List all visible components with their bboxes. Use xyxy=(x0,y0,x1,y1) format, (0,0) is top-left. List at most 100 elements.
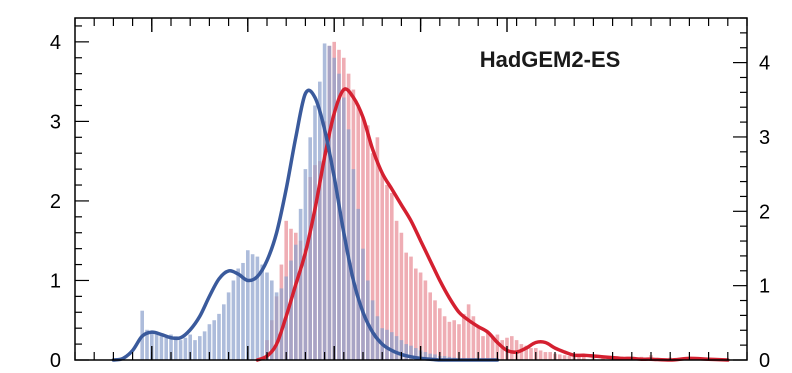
y-left-tick-label: 3 xyxy=(50,111,61,133)
blue-bar xyxy=(332,57,336,361)
blue-bar xyxy=(337,73,341,361)
red-bar xyxy=(399,232,404,360)
blue-bar xyxy=(394,336,399,360)
blue-bar xyxy=(270,280,274,360)
blue-bar xyxy=(217,313,221,360)
y-left-tick-label: 1 xyxy=(50,270,61,292)
y-right-tick-label: 4 xyxy=(759,53,770,75)
red-bar xyxy=(409,256,413,360)
blue-bar xyxy=(198,336,202,360)
blue-bar xyxy=(265,272,269,360)
red-bar xyxy=(514,340,519,360)
red-bar xyxy=(423,280,428,360)
blue-bar xyxy=(442,356,447,360)
y-right-tick-label: 3 xyxy=(759,127,770,149)
blue-bar xyxy=(423,352,428,360)
red-bar xyxy=(490,336,495,360)
red-bar xyxy=(582,356,586,360)
red-bar xyxy=(457,324,461,360)
plot-frame xyxy=(74,17,748,361)
red-kde-line xyxy=(255,87,730,362)
red-bar xyxy=(404,252,408,360)
red-bar xyxy=(500,340,504,360)
blue-bar xyxy=(193,340,197,360)
blue-bar xyxy=(178,340,183,360)
red-bar xyxy=(558,354,562,360)
y-left-tick-label: 4 xyxy=(50,32,61,54)
blue-bar xyxy=(428,353,432,360)
blue-bar xyxy=(169,334,173,360)
blue-bar xyxy=(274,292,279,360)
red-bar xyxy=(433,300,437,360)
blue-bar xyxy=(250,254,255,360)
blue-bar xyxy=(231,280,236,360)
red-bar xyxy=(543,352,548,360)
blue-bar xyxy=(202,331,207,360)
red-bar xyxy=(529,348,533,360)
blue-bar xyxy=(145,329,149,360)
blue-bar xyxy=(241,262,245,360)
blue-bar xyxy=(385,329,389,360)
red-bar xyxy=(567,356,572,360)
red-bar xyxy=(481,336,485,360)
red-bar xyxy=(495,334,500,360)
ticks xyxy=(74,17,748,361)
red-bar xyxy=(486,332,490,360)
blue-bar xyxy=(255,256,260,360)
blue-bar xyxy=(289,260,293,360)
red-bar xyxy=(466,304,471,360)
y-right-tick-label: 0 xyxy=(759,350,770,372)
red-bar xyxy=(366,125,370,361)
y-left-tick-label: 0 xyxy=(50,350,61,372)
y-right-tick-label: 1 xyxy=(759,276,770,298)
blue-bar xyxy=(174,336,178,360)
red-bar xyxy=(418,272,423,360)
blue-bar xyxy=(154,334,159,360)
y-left-tick-label: 2 xyxy=(50,191,61,213)
red-bar xyxy=(361,117,365,360)
blue-bar xyxy=(351,169,356,360)
blue-bar xyxy=(346,129,351,360)
blue-bar xyxy=(433,354,437,360)
red-bar xyxy=(476,326,480,360)
red-density-curve xyxy=(255,87,730,362)
y-right-tick-label: 2 xyxy=(759,201,770,223)
blue-bar xyxy=(159,336,164,360)
tick-labels: 0 1 2 3 4 0 1 2 3 4 xyxy=(50,32,770,372)
red-bar xyxy=(452,320,456,360)
red-bar xyxy=(471,316,476,360)
blue-bar xyxy=(246,250,250,360)
red-bar xyxy=(380,173,384,360)
red-bar xyxy=(442,316,447,360)
red-bar xyxy=(510,336,514,360)
blue-bar xyxy=(356,208,360,360)
blue-bar xyxy=(399,340,404,360)
blue-bar xyxy=(303,169,308,360)
blue-bar xyxy=(294,244,298,360)
blue-bar xyxy=(222,304,226,360)
blue-bar xyxy=(318,81,322,360)
red-bar xyxy=(375,137,380,360)
blue-bar xyxy=(414,348,418,360)
blue-bar xyxy=(404,344,408,360)
red-bar xyxy=(538,350,543,360)
blue-kde-line xyxy=(111,88,500,362)
blue-bar xyxy=(298,208,303,360)
red-bar xyxy=(548,352,552,360)
blue-bar xyxy=(164,337,168,360)
blue-density-curve xyxy=(111,88,500,362)
red-bar xyxy=(428,292,432,360)
red-bar xyxy=(462,313,466,360)
blue-bar xyxy=(361,248,365,360)
blue-bar xyxy=(279,288,284,360)
blue-bar xyxy=(327,45,332,361)
chart-title: HadGEM2-ES xyxy=(480,47,621,72)
red-bar xyxy=(447,321,452,360)
blue-bar xyxy=(409,345,413,360)
blue-bar xyxy=(207,324,212,360)
blue-bar xyxy=(390,332,394,360)
red-bar xyxy=(414,268,418,360)
red-bar xyxy=(438,308,442,360)
red-bar xyxy=(390,192,394,360)
blue-bar xyxy=(226,292,231,360)
